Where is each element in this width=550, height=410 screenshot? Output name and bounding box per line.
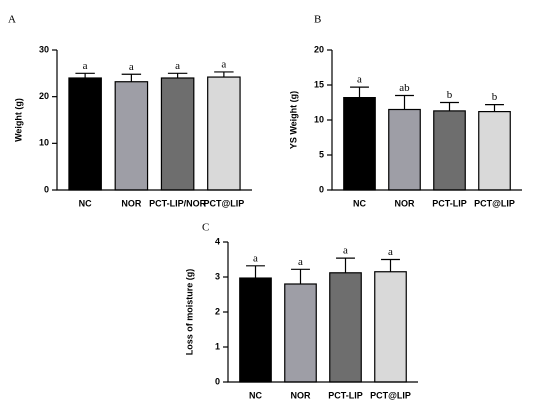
y-tick-label: 10: [314, 114, 324, 124]
y-tick-label: 3: [215, 271, 220, 281]
significance-letter: a: [298, 256, 303, 268]
y-tick-label: 15: [314, 79, 324, 89]
significance-letter: a: [388, 246, 393, 258]
panel-label: B: [314, 14, 321, 26]
y-tick-label: 0: [319, 184, 324, 194]
x-tick-label: PCT-LIP: [432, 198, 467, 208]
bar: [343, 96, 376, 191]
bar: [68, 77, 102, 191]
x-tick-label: NC: [353, 198, 366, 208]
y-tick-label: 0: [44, 184, 49, 194]
x-tick-label: NOR: [395, 198, 416, 208]
x-tick-label: PCT@LIP: [474, 198, 515, 208]
y-tick-label: 5: [319, 149, 324, 159]
bar: [239, 277, 272, 383]
y-tick-label: 20: [39, 91, 49, 101]
y-tick-label: 30: [39, 44, 49, 54]
x-tick-label: NOR: [291, 390, 312, 400]
significance-letter: a: [253, 252, 258, 264]
bar: [207, 76, 241, 191]
bar: [284, 283, 317, 383]
significance-letter: a: [129, 61, 134, 73]
significance-letter: b: [447, 89, 453, 101]
axis: [227, 242, 418, 383]
x-tick-label: PCT@LIP: [203, 198, 244, 208]
significance-letter: a: [83, 60, 88, 72]
axis: [56, 50, 252, 191]
y-tick-label: 2: [215, 306, 220, 316]
bar: [329, 272, 362, 383]
panel-label: C: [202, 222, 209, 234]
y-tick-label: 4: [215, 236, 220, 246]
y-tick-label: 0: [215, 376, 220, 386]
axis: [331, 50, 522, 191]
bar: [160, 77, 195, 191]
bar: [433, 110, 466, 191]
significance-letter: a: [175, 60, 180, 72]
y-axis-label: YS Weight (g): [288, 91, 298, 149]
x-tick-label: PCT@LIP: [370, 390, 411, 400]
x-tick-label: NC: [79, 198, 92, 208]
y-tick-label: 1: [215, 341, 220, 351]
y-axis-label: Weight (g): [13, 98, 23, 142]
bar: [114, 81, 149, 191]
bar: [388, 108, 421, 191]
significance-letter: a: [357, 74, 362, 86]
y-tick-label: 20: [314, 44, 324, 54]
bar: [374, 271, 407, 383]
x-tick-label: NOR: [121, 198, 142, 208]
significance-letter: a: [221, 58, 226, 70]
y-axis-label: Loss of moisture (g): [184, 269, 194, 356]
y-tick-label: 10: [39, 138, 49, 148]
x-tick-label: NC: [249, 390, 262, 400]
x-tick-label: PCT-LIP: [328, 390, 363, 400]
x-tick-label: PCT-LIP/NOR: [149, 198, 207, 208]
significance-letter: ab: [399, 82, 410, 94]
significance-letter: b: [492, 91, 498, 103]
panel-label: A: [8, 14, 16, 26]
bar: [478, 110, 511, 191]
significance-letter: a: [343, 245, 348, 257]
